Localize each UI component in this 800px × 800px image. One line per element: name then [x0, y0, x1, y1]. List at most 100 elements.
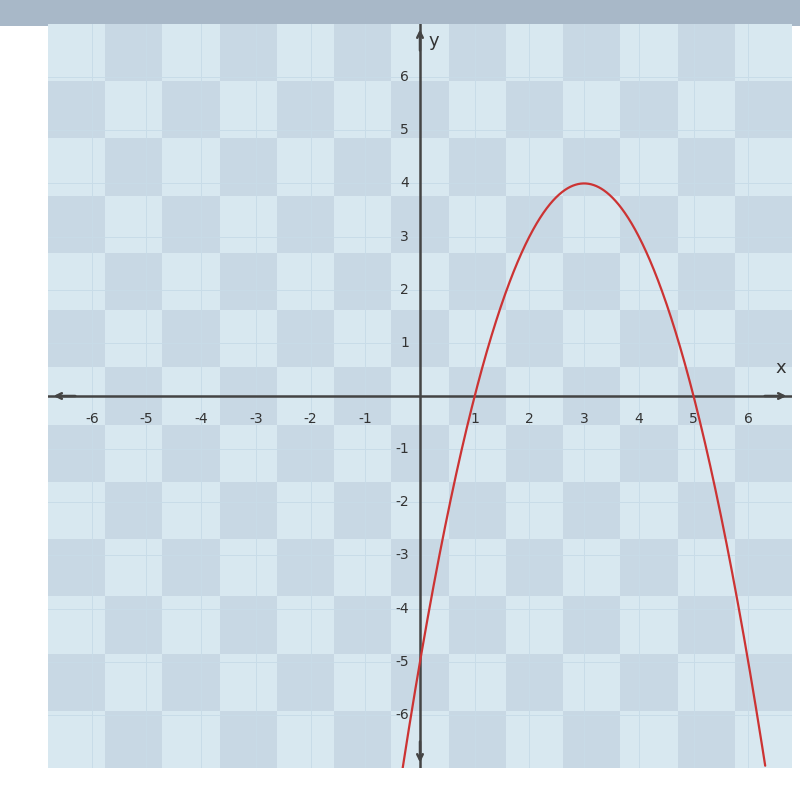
Bar — [220, 196, 277, 253]
Bar — [449, 196, 506, 253]
Bar — [506, 367, 563, 425]
Text: -3: -3 — [395, 549, 409, 562]
Bar — [391, 539, 449, 596]
Bar — [334, 82, 391, 138]
Bar — [334, 310, 391, 367]
Bar — [334, 482, 391, 539]
Bar — [334, 425, 391, 482]
Bar — [449, 253, 506, 310]
Bar — [563, 367, 620, 425]
Bar — [734, 196, 792, 253]
Bar — [277, 654, 334, 710]
Bar — [620, 425, 678, 482]
Bar — [506, 196, 563, 253]
Bar — [106, 138, 162, 196]
Bar — [48, 196, 106, 253]
Text: -5: -5 — [395, 654, 409, 669]
Bar — [220, 482, 277, 539]
Bar — [620, 596, 678, 654]
Bar — [162, 425, 220, 482]
Bar — [449, 710, 506, 768]
Bar — [620, 196, 678, 253]
Bar — [277, 710, 334, 768]
Bar — [277, 24, 334, 82]
Bar — [220, 138, 277, 196]
Bar — [678, 596, 734, 654]
Bar — [220, 710, 277, 768]
Bar — [620, 253, 678, 310]
Bar — [620, 24, 678, 82]
Bar — [678, 367, 734, 425]
Bar — [734, 367, 792, 425]
Bar — [734, 710, 792, 768]
Bar — [277, 482, 334, 539]
Bar — [48, 654, 106, 710]
Bar — [162, 138, 220, 196]
Bar — [391, 596, 449, 654]
Bar — [563, 654, 620, 710]
Bar — [391, 196, 449, 253]
Text: -1: -1 — [358, 412, 372, 426]
Bar — [162, 539, 220, 596]
Bar — [563, 138, 620, 196]
Text: 6: 6 — [400, 70, 409, 84]
Text: 5: 5 — [400, 123, 409, 138]
Text: 1: 1 — [400, 336, 409, 350]
Text: x: x — [776, 359, 786, 378]
Bar — [48, 24, 106, 82]
Text: 3: 3 — [580, 412, 589, 426]
Bar — [506, 253, 563, 310]
Bar — [48, 82, 106, 138]
Bar — [391, 82, 449, 138]
Bar — [563, 425, 620, 482]
Bar — [449, 654, 506, 710]
Text: 4: 4 — [634, 412, 643, 426]
Bar — [334, 253, 391, 310]
Bar — [106, 539, 162, 596]
Bar — [506, 138, 563, 196]
Text: -6: -6 — [85, 412, 98, 426]
Bar — [734, 138, 792, 196]
Bar — [449, 482, 506, 539]
Bar — [506, 82, 563, 138]
Bar — [678, 710, 734, 768]
Bar — [506, 654, 563, 710]
Bar — [48, 310, 106, 367]
Bar — [449, 425, 506, 482]
Bar — [734, 425, 792, 482]
Bar — [678, 654, 734, 710]
Bar — [277, 196, 334, 253]
Bar — [391, 138, 449, 196]
Bar — [334, 24, 391, 82]
Text: 2: 2 — [525, 412, 534, 426]
Bar — [506, 596, 563, 654]
Bar — [277, 138, 334, 196]
Bar — [48, 138, 106, 196]
Bar — [563, 596, 620, 654]
Bar — [106, 482, 162, 539]
Bar — [106, 196, 162, 253]
Bar — [449, 310, 506, 367]
Bar — [391, 310, 449, 367]
Text: 6: 6 — [744, 412, 753, 426]
Bar — [106, 596, 162, 654]
Bar — [449, 82, 506, 138]
Bar — [220, 24, 277, 82]
Bar — [48, 539, 106, 596]
Bar — [391, 367, 449, 425]
Bar — [620, 138, 678, 196]
Bar — [277, 367, 334, 425]
Bar — [391, 425, 449, 482]
Bar — [391, 482, 449, 539]
Bar — [162, 253, 220, 310]
Bar — [334, 710, 391, 768]
Bar — [563, 24, 620, 82]
Text: -6: -6 — [395, 708, 409, 722]
Bar — [506, 310, 563, 367]
Bar — [563, 310, 620, 367]
Bar — [220, 253, 277, 310]
Bar — [620, 82, 678, 138]
Bar — [162, 196, 220, 253]
Bar — [734, 310, 792, 367]
Bar — [678, 82, 734, 138]
